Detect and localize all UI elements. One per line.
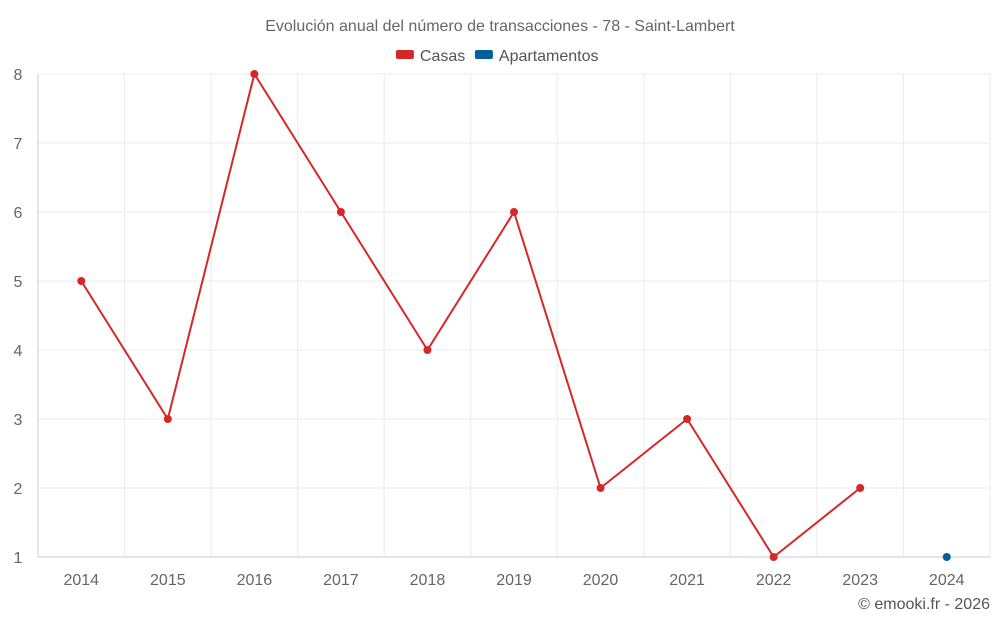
y-tick-label: 6 (14, 205, 23, 222)
y-tick-label: 5 (14, 274, 23, 291)
data-point-casas[interactable] (769, 553, 778, 561)
y-tick-label: 8 (14, 67, 23, 84)
x-tick-label: 2019 (496, 572, 532, 589)
x-tick-label: 2017 (323, 572, 359, 589)
data-point-casas[interactable] (250, 70, 259, 78)
x-tick-label: 2024 (929, 572, 965, 589)
data-point-casas[interactable] (336, 208, 345, 216)
x-tick-label: 2018 (410, 572, 446, 589)
x-tick-label: 2014 (63, 572, 99, 589)
data-point-casas[interactable] (596, 484, 605, 492)
legend-item-apartamentos[interactable]: Apartamentos (474, 48, 599, 65)
x-tick-label: 2015 (150, 572, 186, 589)
legend-item-casas[interactable]: Casas (395, 48, 465, 65)
y-tick-label: 1 (14, 550, 23, 567)
x-tick-label: 2022 (756, 572, 792, 589)
legend-label: Casas (420, 48, 465, 65)
data-point-casas[interactable] (683, 415, 692, 423)
legend-swatch (474, 50, 493, 59)
axes (37, 74, 990, 558)
legend-label: Apartamentos (499, 48, 599, 65)
legend-swatch (395, 50, 414, 59)
data-point-casas[interactable] (77, 277, 86, 285)
grid (37, 73, 991, 557)
data-point-casas[interactable] (856, 484, 865, 492)
x-tick-label: 2020 (583, 572, 619, 589)
y-tick-label: 7 (14, 136, 23, 153)
x-tick-label: 2016 (237, 572, 273, 589)
credit-text: © emooki.fr - 2026 (858, 596, 990, 613)
chart-title: Evolución anual del número de transaccio… (265, 18, 735, 35)
data-point-apartamentos[interactable] (942, 553, 951, 561)
series-line-casas (80, 73, 861, 558)
series-group (77, 70, 951, 561)
data-point-casas[interactable] (423, 346, 432, 354)
x-tick-label: 2021 (669, 572, 705, 589)
y-tick-label: 4 (14, 343, 23, 360)
y-tick-label: 2 (14, 481, 23, 498)
x-tick-label: 2023 (842, 572, 878, 589)
data-point-casas[interactable] (163, 415, 172, 423)
tick-labels: 1 2 3 4 5 6 7 8 2014 2015 2016 2017 2018 2019 2020 2021… (14, 67, 965, 589)
y-tick-label: 3 (14, 412, 23, 429)
data-point-casas[interactable] (510, 208, 518, 216)
legend: Casas Apartamentos (395, 48, 599, 65)
